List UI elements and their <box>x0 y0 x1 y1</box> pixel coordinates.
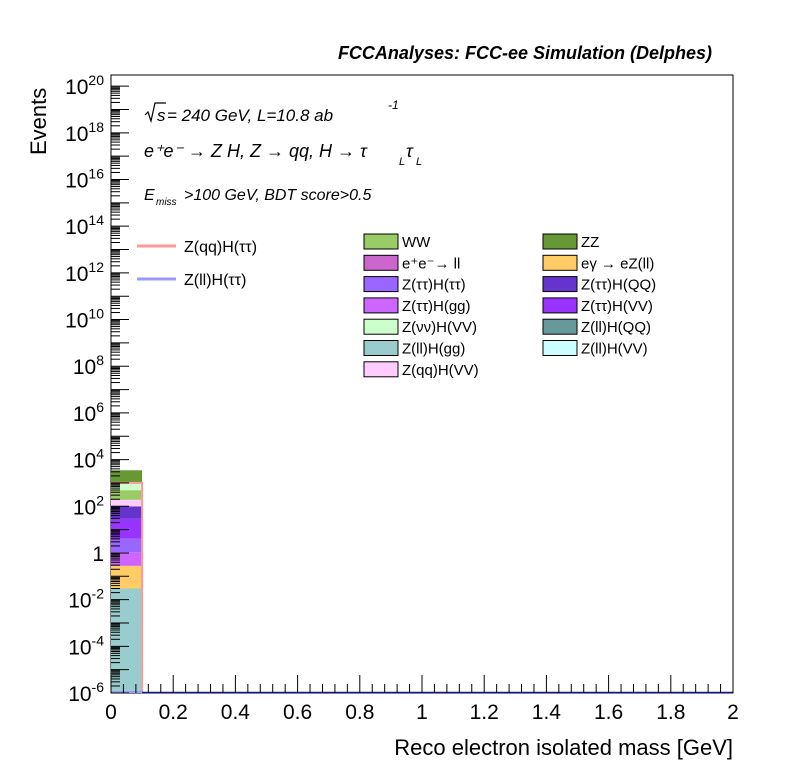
y-tick-label: 108 <box>73 352 104 379</box>
bar-segment-0 <box>111 588 143 693</box>
legend-bkg-col2-swatch <box>542 254 578 271</box>
legend-bkg-col2-label: eγ → eZ(ll) <box>581 255 654 272</box>
y-tick-label: 10-4 <box>68 632 104 659</box>
x-axis-label: Reco electron isolated mass [GeV] <box>394 735 733 760</box>
bar-segment-9 <box>111 470 143 484</box>
bar-segment-6 <box>111 499 143 507</box>
y-axis-label: Events <box>26 88 51 155</box>
svg-text:-1: -1 <box>388 98 399 112</box>
sqrt-symbol <box>144 102 166 124</box>
svg-text:miss: miss <box>156 197 177 208</box>
svg-text:e⁺e⁻ → Z H, Z → qq, H → τ: e⁺e⁻ → Z H, Z → qq, H → τ <box>144 141 368 161</box>
svg-text:s: s <box>157 106 166 125</box>
legend-bkg-col2-swatch <box>542 233 578 250</box>
legend-bkg-col1-swatch <box>363 233 399 250</box>
svg-text:E: E <box>144 187 155 204</box>
x-tick-label: 0.2 <box>159 701 188 724</box>
legend-bkg-col1-label: Z(ll)H(gg) <box>402 341 465 358</box>
y-tick-label: 1020 <box>65 72 104 99</box>
chart-title: FCCAnalyses: FCC-ee Simulation (Delphes) <box>338 43 712 63</box>
svg-text:L: L <box>399 156 405 168</box>
axes: 0 0.2 0.4 0.6 0.8 1 1.2 1.4 1.6 1.8 2 10-6 10-4 10-2 1… <box>65 72 739 724</box>
legend-bkg-col2-label: Z(ll)H(VV) <box>581 341 648 358</box>
legend-bkg-col1-label: Z(qq)H(VV) <box>402 362 479 379</box>
legend-bkg-col2-label: Z(ττ)H(QQ) <box>581 277 656 294</box>
legend-bkg-col2-label: Z(ττ)H(VV) <box>581 298 653 315</box>
annotation-process: e⁺e⁻ → Z H, Z → qq, H → τ L τ L <box>144 141 422 168</box>
svg-text:= 240 GeV, L=10.8 ab: = 240 GeV, L=10.8 ab <box>167 106 333 125</box>
y-tick-label: 1010 <box>65 306 104 333</box>
legend-bkg-col1-label: Z(ττ)H(gg) <box>402 298 471 315</box>
y-tick-label: 10-6 <box>68 679 104 706</box>
x-tick-label: 1.4 <box>532 701 562 724</box>
x-tick-label: 1.6 <box>594 701 623 724</box>
legend-bkg-col2-label: Z(ll)H(QQ) <box>581 319 651 336</box>
legend-bkg-col1-swatch <box>363 297 399 314</box>
legend-bkg-col2-swatch <box>542 340 578 356</box>
legend-bkg-col1-swatch <box>363 276 399 293</box>
x-tick-label: 2 <box>727 701 739 724</box>
x-tick-label: 0.8 <box>345 701 374 724</box>
legend-signal-label: Z(qq)H(ττ) <box>184 239 257 256</box>
legend-signal-label: Z(ll)H(ττ) <box>184 272 246 289</box>
y-tick-label: 1 <box>92 543 104 566</box>
x-tick-label: 0.4 <box>221 701 251 724</box>
legend-bkg-col2-swatch <box>542 297 578 314</box>
x-tick-label: 0.6 <box>283 701 312 724</box>
legend-bkg-col2-label: ZZ <box>581 234 599 251</box>
y-tick-label: 106 <box>73 399 104 426</box>
y-tick-label: 1012 <box>65 259 104 286</box>
annotation-energy-lumi: s = 240 GeV, L=10.8 ab -1 <box>144 98 399 125</box>
bar-segment-8 <box>111 483 143 491</box>
legend-bkg-col1-swatch <box>363 318 399 335</box>
bar-segment-4 <box>111 518 143 539</box>
annotation-cuts: E miss >100 GeV, BDT score>0.5 <box>144 187 371 208</box>
x-tick-label: 1.8 <box>656 701 685 724</box>
svg-text:τ: τ <box>406 141 414 161</box>
y-tick-label: 1016 <box>65 166 104 193</box>
svg-text:>100 GeV, BDT score>0.5: >100 GeV, BDT score>0.5 <box>184 187 371 204</box>
legend-bkg-col1-swatch <box>363 254 399 271</box>
x-tick-label: 0 <box>105 701 117 724</box>
signal-lines <box>111 481 733 694</box>
legend-bkg-col1-label: Z(ττ)H(ττ) <box>402 277 466 294</box>
legend-bkg-col1-label: e⁺e⁻→ ll <box>402 255 460 272</box>
legend-bkg-col1-swatch <box>363 340 399 356</box>
y-tick-label: 102 <box>73 492 104 519</box>
y-tick-label: 1018 <box>65 119 104 146</box>
legend-bkg-col2-swatch <box>542 318 578 335</box>
legend-bkg-col2-swatch <box>542 276 578 293</box>
svg-text:L: L <box>416 156 422 168</box>
legend-bkg-col1-swatch <box>363 361 399 378</box>
legend-bkg-col1-label: WW <box>402 234 431 251</box>
y-tick-label: 1014 <box>65 212 104 239</box>
y-tick-label: 104 <box>73 446 104 473</box>
x-tick-label: 1.2 <box>470 701 499 724</box>
bar-segment-7 <box>111 490 143 500</box>
legend: Z(qq)H(ττ) Z(ll)H(ττ) WW e⁺e⁻→ ll Z(ττ)H(ττ)… <box>137 233 656 379</box>
legend-bkg-col1-label: Z(νν)H(VV) <box>402 319 477 336</box>
y-tick-label: 10-2 <box>68 586 104 613</box>
x-tick-label: 1 <box>416 701 428 724</box>
